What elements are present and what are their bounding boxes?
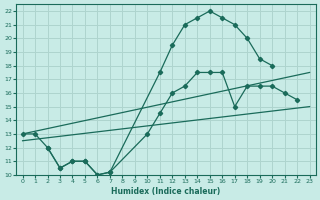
X-axis label: Humidex (Indice chaleur): Humidex (Indice chaleur) [111, 187, 221, 196]
